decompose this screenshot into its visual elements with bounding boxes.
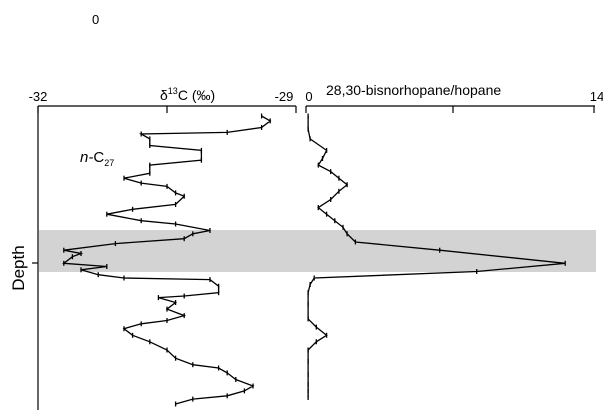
panel2-xtick-label-right: 14 <box>590 89 603 104</box>
depth-axis-label: Depth <box>9 245 28 290</box>
series-layer <box>62 113 566 407</box>
panel1-axes: -32 -29 δ13C (‰) Depth n-C27 <box>9 86 297 410</box>
series-label-nc27: n-C27 <box>80 149 114 168</box>
panel1-title-base: δ <box>160 87 168 103</box>
panel2-axes: 0 14 28,30-bisnorhopane/hopane <box>305 82 603 113</box>
highlight-band <box>39 230 596 272</box>
panel1-xtick-label-left: -32 <box>29 89 48 104</box>
series-label-sub: 27 <box>104 158 114 168</box>
panel1-title: δ13C (‰) <box>160 86 215 103</box>
top-zero-label: 0 <box>92 12 100 27</box>
series-label-main: C <box>93 149 104 166</box>
series-label-prefix: n- <box>80 149 93 166</box>
series-line-panel2 <box>307 116 566 398</box>
panel1-title-rest: C (‰) <box>178 87 215 103</box>
panel2-title: 28,30-bisnorhopane/hopane <box>326 82 501 98</box>
panel2-xtick-label-left: 0 <box>305 89 312 104</box>
panel1-xtick-label-right: -29 <box>275 89 294 104</box>
panel1-title-sup: 13 <box>168 86 178 96</box>
